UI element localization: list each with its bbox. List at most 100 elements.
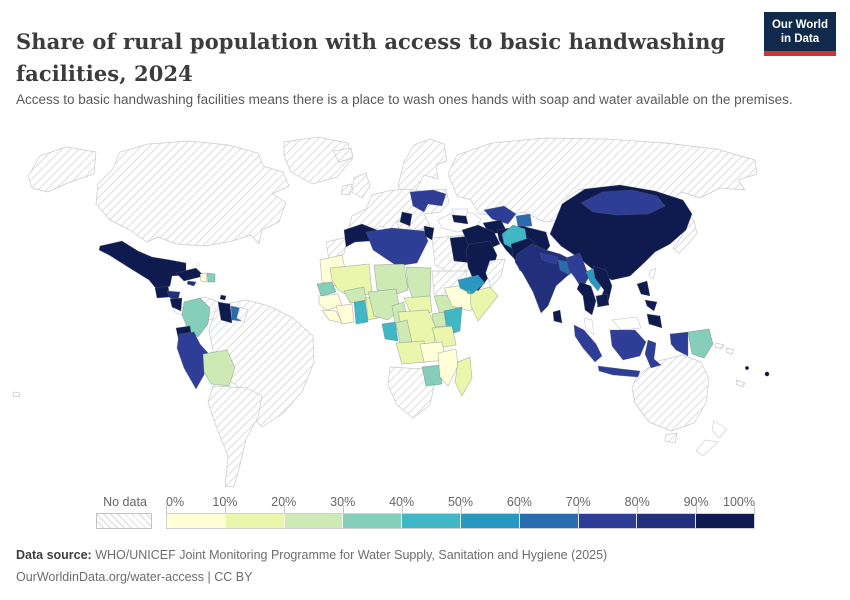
region-solomon-islands-1[interactable]: [714, 342, 725, 350]
legend-bin-50-60%[interactable]: [460, 514, 520, 528]
country-uzbekistan[interactable]: [483, 205, 517, 225]
country-senegal[interactable]: [316, 281, 337, 297]
country-indonesia-sulawesi[interactable]: [644, 339, 662, 369]
country-indonesia-sumatra[interactable]: [573, 324, 603, 363]
region-pacific-islands[interactable]: [12, 391, 21, 398]
country-angola[interactable]: [395, 340, 427, 365]
country-peru[interactable]: [176, 331, 209, 390]
region-united-kingdom[interactable]: [351, 172, 371, 199]
country-philippines-mindanao[interactable]: [646, 313, 663, 329]
country-zimbabwe[interactable]: [421, 364, 443, 387]
region-ireland[interactable]: [340, 183, 353, 196]
country-bangladesh[interactable]: [557, 259, 571, 276]
region-malaysia-peninsula[interactable]: [583, 317, 595, 336]
legend-bin-60-70%[interactable]: [519, 514, 579, 528]
chart-subtitle: Access to basic handwashing facilities m…: [16, 91, 793, 107]
country-bahamas[interactable]: [196, 263, 200, 267]
legend-bin-10-20%[interactable]: [225, 514, 285, 528]
legend-tick-mark: [401, 505, 403, 513]
legend-tick-mark: [578, 505, 580, 513]
region-brazil[interactable]: [208, 299, 315, 428]
region-argentina-chile[interactable]: [207, 385, 263, 488]
country-yemen[interactable]: [457, 274, 486, 295]
country-papua-new-guinea[interactable]: [687, 328, 714, 359]
country-madagascar[interactable]: [454, 356, 473, 397]
country-somalia[interactable]: [469, 286, 499, 322]
country-niger[interactable]: [373, 263, 409, 297]
country-indonesia-kalimantan[interactable]: [609, 329, 647, 361]
region-tasmania[interactable]: [664, 432, 678, 444]
country-thailand[interactable]: [576, 281, 597, 316]
country-fiji[interactable]: [764, 371, 770, 377]
region-taiwan[interactable]: [648, 267, 657, 280]
region-new-zealand-south[interactable]: [695, 439, 719, 457]
legend-tick-mark: [283, 505, 285, 513]
legend-tick-label-50%: 50%: [447, 495, 474, 509]
country-tajikistan[interactable]: [515, 213, 533, 228]
country-azerbaijan[interactable]: [451, 214, 469, 225]
country-ukraine[interactable]: [409, 189, 447, 213]
legend-bin-20-30%[interactable]: [284, 514, 344, 528]
country-mexico[interactable]: [98, 240, 187, 292]
region-australia[interactable]: [631, 354, 710, 432]
legend-tick-label-100%: 100%: [723, 495, 755, 509]
country-djibouti[interactable]: [466, 289, 472, 295]
country-philippines-visayas[interactable]: [644, 299, 658, 312]
region-canada-usa[interactable]: [95, 140, 290, 247]
country-myanmar[interactable]: [565, 252, 590, 290]
region-new-caledonia[interactable]: [735, 379, 746, 388]
country-jamaica[interactable]: [186, 280, 197, 287]
region-oman-uae[interactable]: [485, 258, 506, 288]
country-mozambique[interactable]: [437, 348, 459, 387]
country-gabon[interactable]: [381, 321, 399, 342]
legend-bin-90-100%[interactable]: [696, 514, 754, 528]
country-bolivia[interactable]: [202, 349, 236, 387]
country-guyana[interactable]: [217, 301, 233, 324]
legend-tick-mark: [519, 505, 521, 513]
region-scandinavia[interactable]: [397, 138, 448, 195]
country-cambodia[interactable]: [595, 293, 610, 308]
country-indonesia-papua[interactable]: [669, 331, 689, 357]
legend-tick-label-0%: 0%: [166, 495, 185, 509]
country-algeria[interactable]: [365, 227, 429, 267]
region-greenland[interactable]: [283, 136, 353, 185]
country-nepal[interactable]: [539, 252, 559, 265]
country-tunisia[interactable]: [423, 225, 435, 241]
legend-tick-mark: [637, 505, 639, 513]
country-sri-lanka[interactable]: [552, 309, 563, 324]
country-indonesia-java[interactable]: [597, 365, 641, 378]
country-trinidad[interactable]: [219, 294, 227, 301]
legend-bin-30-40%[interactable]: [343, 514, 403, 528]
country-ivory-coast[interactable]: [335, 303, 355, 325]
region-solomon-islands-2[interactable]: [725, 347, 735, 355]
data-source-label: Data source:: [16, 548, 92, 562]
country-serbia[interactable]: [399, 211, 413, 227]
country-ghana[interactable]: [353, 299, 369, 325]
country-vanuatu[interactable]: [745, 365, 750, 370]
legend-tick-label-70%: 70%: [565, 495, 591, 509]
legend-tick-mark: [696, 505, 698, 513]
legend-color-bar[interactable]: [166, 513, 755, 529]
owid-logo[interactable]: Our World in Data: [763, 12, 836, 56]
legend-bin-70-80%[interactable]: [578, 514, 638, 528]
legend-bin-80-90%[interactable]: [637, 514, 697, 528]
region-new-zealand-north[interactable]: [711, 420, 728, 439]
country-burkina-faso[interactable]: [343, 286, 367, 304]
region-western-sahara[interactable]: [325, 236, 349, 261]
region-malaysia-borneo[interactable]: [611, 316, 642, 331]
legend-tick-mark: [754, 505, 755, 513]
legend-bin-40-50%[interactable]: [402, 514, 461, 528]
region-iceland[interactable]: [332, 147, 354, 163]
legend-tick-label-60%: 60%: [506, 495, 532, 509]
country-philippines-luzon[interactable]: [636, 280, 651, 297]
country-dominican-republic[interactable]: [206, 272, 216, 283]
country-haiti[interactable]: [199, 272, 208, 283]
country-mongolia[interactable]: [580, 189, 666, 216]
legend-bin-0-10%[interactable]: [167, 514, 226, 528]
region-alaska[interactable]: [27, 146, 97, 193]
citation-line[interactable]: OurWorldinData.org/water-access | CC BY: [16, 569, 253, 584]
country-nicaragua[interactable]: [169, 297, 183, 312]
world-choropleth-map[interactable]: [0, 134, 850, 494]
region-french-guiana[interactable]: [236, 306, 249, 323]
legend-no-data-swatch[interactable]: [96, 513, 152, 529]
